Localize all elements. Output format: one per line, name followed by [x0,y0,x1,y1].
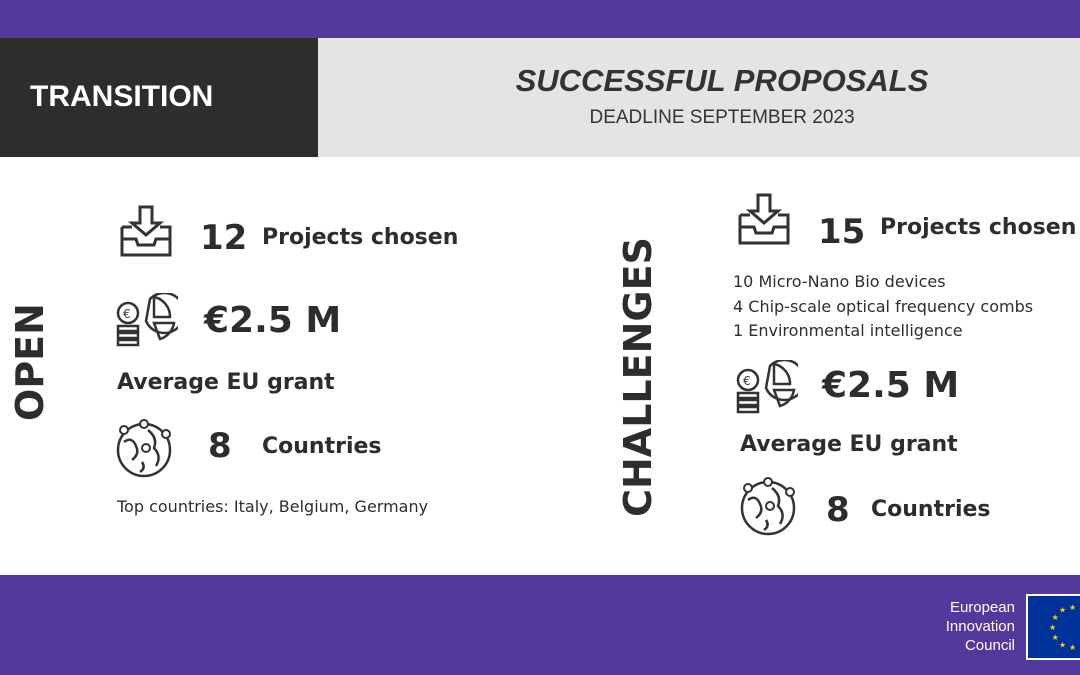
breakdown-item: 4 Chip-scale optical frequency combs [733,296,1034,316]
breakdown-item: 1 Environmental intelligence [733,321,963,340]
eu-star: ★ [1059,640,1066,649]
eu-star: ★ [1069,643,1076,652]
challenges-projects-count: 15 [818,212,866,252]
challenges-grant-label: Average EU grant [740,432,958,457]
inbox-download-icon [738,193,790,245]
section-label-open: OPEN [8,303,52,421]
eu-stars-icon: ★★★★★★★★★★★★ [1049,603,1080,652]
breakdown-item: 10 Micro-Nano Bio devices [733,272,946,291]
eu-flag: ★★★★★★★★★★★★ [1026,594,1080,660]
eu-star: ★ [1052,633,1059,642]
eu-star: ★ [1049,623,1056,632]
coin-pie-chart-icon [116,293,178,347]
logo-line: European [949,599,1015,616]
section-label-challenges: CHALLENGES [616,237,660,517]
coin-pie-chart-icon [736,360,798,414]
challenges-countries-count: 8 [826,490,850,530]
challenges-breakdown: 10 Micro-Nano Bio devices 4 Chip-scale o… [733,270,1033,344]
open-grant-label: Average EU grant [117,370,335,395]
open-projects-count: 12 [200,218,248,258]
eu-star: ★ [1052,613,1059,622]
logo-line: Council [964,637,1015,654]
challenges-grant-value: €2.5 M [822,365,960,406]
logo-line: Innovation [945,618,1015,635]
inbox-download-icon [120,205,172,257]
page-subtitle: DEADLINE SEPTEMBER 2023 [589,107,855,128]
challenges-projects-label: Projects chosen [880,215,1077,240]
open-countries-label: Countries [262,434,382,459]
category-panel [0,38,318,157]
title-panel [318,38,1080,157]
globe-pins-icon [740,476,796,536]
eu-star: ★ [1069,603,1076,612]
challenges-countries-label: Countries [871,497,991,522]
globe-pins-icon [116,418,172,478]
eic-logo-text: European Innovation Council [905,598,1015,655]
open-countries-count: 8 [208,426,232,466]
open-top-countries: Top countries: Italy, Belgium, Germany [117,497,429,516]
open-grant-value: €2.5 M [204,300,342,341]
page-title: SUCCESSFUL PROPOSALS [515,63,929,98]
eu-star: ★ [1059,606,1066,615]
footer-bar [0,575,1080,675]
top-bar [0,0,1080,38]
open-projects-label: Projects chosen [262,225,459,250]
category-label: TRANSITION [30,80,214,113]
